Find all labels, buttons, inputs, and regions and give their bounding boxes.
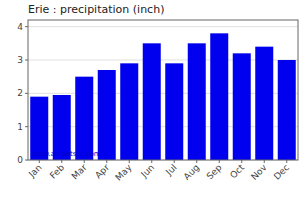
- y-tick-label: 0: [17, 155, 23, 165]
- x-tick-label: Oct: [228, 162, 246, 180]
- x-tick: [219, 160, 220, 163]
- x-tick: [39, 160, 40, 163]
- x-tick: [151, 160, 152, 163]
- bar: [165, 63, 183, 160]
- title: Erie : precipitation (inch): [28, 3, 164, 16]
- x-tick-label: May: [113, 162, 134, 183]
- chart: Erie : precipitation (inch)01234JanFebMa…: [0, 0, 306, 200]
- x-tick-label: Jul: [163, 162, 178, 177]
- x-tick-label: Sep: [205, 162, 224, 181]
- x-tick-label: Apr: [93, 162, 111, 180]
- x-tick-label: Jun: [138, 162, 156, 180]
- x-tick: [174, 160, 175, 163]
- x-tick: [241, 160, 242, 163]
- x-tick: [286, 160, 287, 163]
- x-tick-label: Aug: [182, 162, 202, 182]
- bar: [188, 43, 206, 160]
- y-tick-label: 2: [17, 88, 23, 98]
- bar: [233, 53, 251, 160]
- x-tick-label: Nov: [249, 162, 269, 182]
- bar: [120, 63, 138, 160]
- x-tick: [106, 160, 107, 163]
- x-tick-label: Mar: [70, 162, 89, 181]
- y-tick-label: 3: [17, 55, 23, 65]
- bar: [143, 43, 161, 160]
- bar: [98, 70, 116, 160]
- watermark: www.allmetsat.com: [32, 150, 101, 158]
- x-tick: [264, 160, 265, 163]
- plot-frame: [28, 20, 298, 160]
- bar: [75, 77, 93, 160]
- x-tick-label: Dec: [272, 162, 291, 181]
- bars: [30, 33, 296, 160]
- x-tick-label: Feb: [48, 162, 67, 181]
- bar: [278, 60, 296, 160]
- y-tick-label: 4: [17, 22, 23, 32]
- x-tick: [61, 160, 62, 163]
- bar: [210, 33, 228, 160]
- y-tick-label: 1: [17, 122, 23, 132]
- x-tick: [196, 160, 197, 163]
- x-tick-label: Jan: [26, 162, 44, 180]
- bar: [255, 47, 273, 160]
- x-tick: [129, 160, 130, 163]
- grid-line: [28, 26, 298, 27]
- x-tick: [84, 160, 85, 163]
